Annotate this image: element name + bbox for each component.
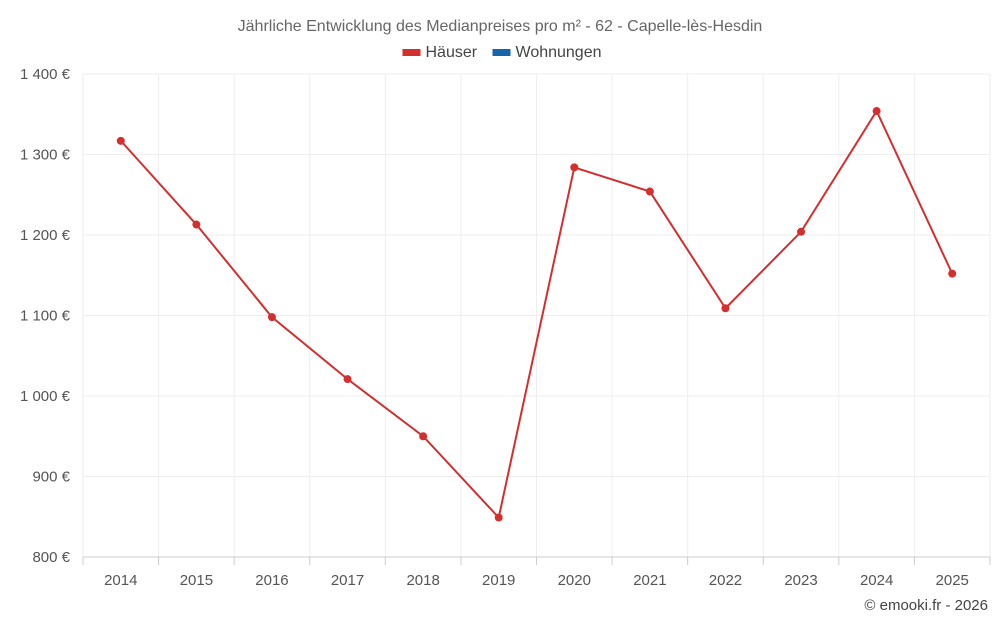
x-tick-label: 2023: [784, 572, 817, 589]
x-tick-label: 2018: [406, 572, 439, 589]
series-layer: [116, 107, 957, 522]
x-tick-label: 2021: [633, 572, 666, 589]
x-tick-label: 2020: [558, 572, 591, 589]
legend-label: Wohnungen: [516, 44, 602, 61]
data-point[interactable]: [343, 375, 352, 384]
data-point[interactable]: [419, 432, 428, 441]
x-tick-label: 2016: [255, 572, 288, 589]
legend: Häuser Wohnungen: [402, 44, 602, 61]
copyright-label: © emooki.fr - 2026: [864, 597, 988, 614]
x-tick-label: 2025: [936, 572, 969, 589]
axes: 800 € 900 € 1 000 € 1 100 € 1 200 € 1 300 € 1 …: [20, 66, 991, 589]
x-tick-label: 2014: [104, 572, 137, 589]
x-tick-label: 2024: [860, 572, 893, 589]
data-point[interactable]: [645, 187, 654, 196]
data-point[interactable]: [948, 269, 957, 278]
legend-swatch: [402, 49, 421, 56]
y-tick-label: 1 100 €: [20, 308, 71, 325]
x-tick-label: 2015: [180, 572, 213, 589]
y-tick-label: 1 400 €: [20, 66, 71, 83]
data-point[interactable]: [797, 227, 806, 236]
y-tick-label: 800 €: [32, 549, 70, 566]
data-point[interactable]: [872, 107, 881, 116]
legend-item-haeuser[interactable]: Häuser: [402, 44, 478, 61]
data-point[interactable]: [570, 163, 579, 172]
legend-item-wohnungen[interactable]: Wohnungen: [492, 44, 602, 61]
grid: [82, 73, 991, 558]
chart-title: Jährliche Entwicklung des Medianpreises …: [238, 18, 763, 35]
x-tick-label: 2022: [709, 572, 742, 589]
series-line-haeuser: [120, 108, 954, 520]
y-tick-label: 1 200 €: [20, 227, 71, 244]
data-point[interactable]: [494, 513, 503, 522]
data-point[interactable]: [192, 220, 201, 229]
x-tick-label: 2019: [482, 572, 515, 589]
legend-label: Häuser: [426, 44, 478, 61]
y-tick-label: 900 €: [32, 469, 70, 486]
x-tick-label: 2017: [331, 572, 364, 589]
data-point[interactable]: [267, 313, 276, 322]
y-tick-label: 1 300 €: [20, 147, 71, 164]
y-tick-label: 1 000 €: [20, 388, 71, 405]
data-point[interactable]: [116, 136, 125, 145]
data-point[interactable]: [721, 304, 730, 313]
legend-swatch: [492, 49, 511, 56]
